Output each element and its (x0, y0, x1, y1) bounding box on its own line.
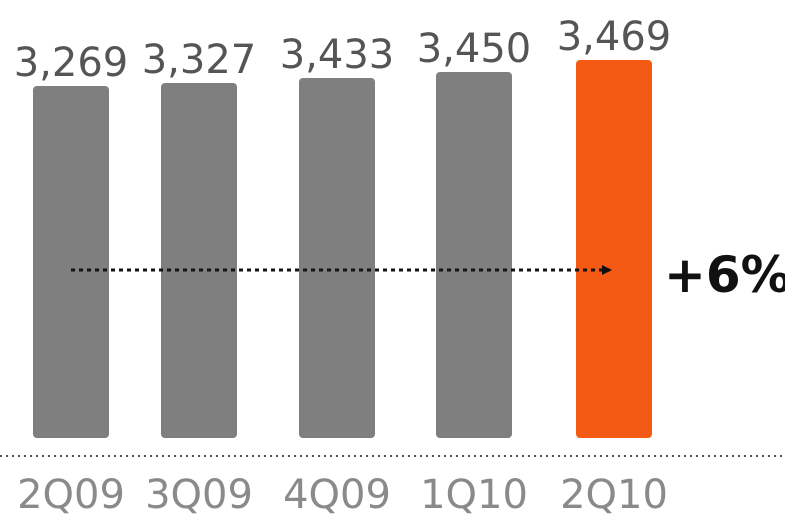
value-label-2q10: 3,469 (557, 14, 672, 60)
bar-3q09 (161, 83, 237, 438)
category-labels-group: 2Q09 3Q09 4Q09 1Q10 2Q10 (17, 472, 668, 517)
growth-annotation: +6% (664, 246, 785, 304)
value-label-4q09: 3,433 (280, 32, 395, 78)
category-label-4q09: 4Q09 (283, 472, 391, 517)
value-label-3q09: 3,327 (142, 37, 257, 83)
value-label-2q09: 3,269 (14, 40, 129, 86)
value-label-1q10: 3,450 (417, 26, 532, 72)
category-label-3q09: 3Q09 (145, 472, 253, 517)
category-label-1q10: 1Q10 (420, 472, 528, 517)
bar-2q10 (576, 60, 652, 438)
bars-group (33, 60, 652, 438)
category-label-2q10: 2Q10 (560, 472, 668, 517)
value-labels-group: 3,269 3,327 3,433 3,450 3,469 (14, 14, 672, 86)
bar-1q10 (436, 72, 512, 438)
bar-4q09 (299, 78, 375, 438)
category-label-2q09: 2Q09 (17, 472, 125, 517)
bar-2q09 (33, 86, 109, 438)
